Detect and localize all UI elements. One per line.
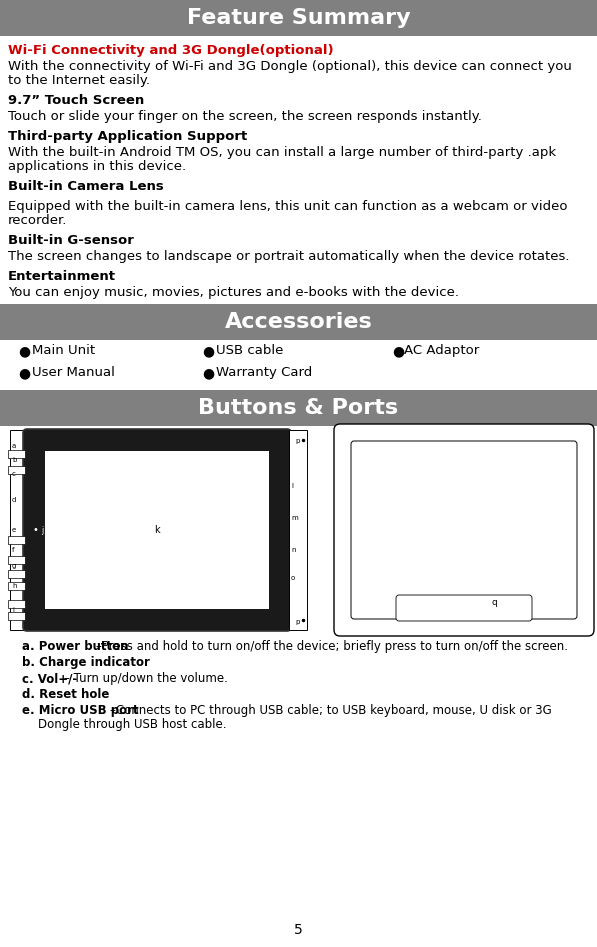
Bar: [8, 612, 25, 620]
Bar: [0, 0, 597, 36]
Text: 5: 5: [294, 923, 303, 937]
Text: b. Charge indicator: b. Charge indicator: [22, 656, 150, 669]
FancyBboxPatch shape: [334, 424, 594, 636]
Text: Built-in G-sensor: Built-in G-sensor: [8, 234, 134, 247]
Text: n: n: [291, 547, 296, 553]
Text: a. Power button: a. Power button: [22, 640, 128, 653]
Text: recorder.: recorder.: [8, 214, 67, 227]
Text: ●: ●: [202, 344, 214, 358]
Text: – Turn up/down the volume.: – Turn up/down the volume.: [64, 672, 228, 685]
Text: Touch or slide your finger on the screen, the screen responds instantly.: Touch or slide your finger on the screen…: [8, 110, 482, 123]
Text: Dongle through USB host cable.: Dongle through USB host cable.: [38, 718, 226, 731]
Bar: [0, 390, 597, 426]
Bar: [10, 430, 25, 630]
Bar: [8, 570, 25, 578]
Text: e. Micro USB port: e. Micro USB port: [22, 704, 139, 717]
Text: c: c: [12, 471, 16, 477]
Text: Third-party Application Support: Third-party Application Support: [8, 130, 247, 143]
Text: i: i: [12, 607, 14, 613]
FancyBboxPatch shape: [351, 441, 577, 619]
Text: p: p: [296, 619, 300, 625]
Text: The screen changes to landscape or portrait automatically when the device rotate: The screen changes to landscape or portr…: [8, 250, 570, 263]
Text: •: •: [32, 525, 38, 535]
Text: USB cable: USB cable: [216, 344, 284, 357]
Text: Equipped with the built-in camera lens, this unit can function as a webcam or vi: Equipped with the built-in camera lens, …: [8, 200, 568, 213]
Text: ●: ●: [392, 344, 404, 358]
Text: Main Unit: Main Unit: [32, 344, 95, 357]
Text: Wi-Fi Connectivity and 3G Dongle(optional): Wi-Fi Connectivity and 3G Dongle(optiona…: [8, 44, 334, 57]
Text: You can enjoy music, movies, pictures and e-books with the device.: You can enjoy music, movies, pictures an…: [8, 286, 459, 299]
Text: User Manual: User Manual: [32, 366, 115, 379]
Text: d. Reset hole: d. Reset hole: [22, 688, 109, 701]
Bar: [289, 430, 307, 630]
Text: a: a: [12, 443, 16, 449]
Bar: [8, 600, 25, 608]
Bar: [8, 466, 25, 474]
Text: h: h: [12, 583, 17, 589]
Text: m: m: [291, 515, 298, 521]
Text: g: g: [12, 563, 16, 569]
Bar: [8, 536, 25, 544]
FancyBboxPatch shape: [23, 429, 291, 631]
Bar: [0, 304, 597, 340]
Text: ●: ●: [18, 344, 30, 358]
Text: l: l: [291, 483, 293, 489]
Text: Entertainment: Entertainment: [8, 270, 116, 283]
Text: ●: ●: [202, 366, 214, 380]
Text: Accessories: Accessories: [224, 312, 373, 332]
Text: o: o: [291, 575, 296, 581]
Text: Warranty Card: Warranty Card: [216, 366, 312, 379]
Text: to the Internet easily.: to the Internet easily.: [8, 74, 150, 87]
Text: With the connectivity of Wi-Fi and 3G Dongle (optional), this device can connect: With the connectivity of Wi-Fi and 3G Do…: [8, 60, 572, 73]
Text: ●: ●: [18, 366, 30, 380]
Text: AC Adaptor: AC Adaptor: [404, 344, 479, 357]
Text: applications in this device.: applications in this device.: [8, 160, 186, 173]
Bar: [8, 450, 25, 458]
Text: Built-in Camera Lens: Built-in Camera Lens: [8, 180, 164, 193]
Bar: [45, 451, 269, 609]
Text: p: p: [296, 438, 300, 444]
Text: f: f: [12, 547, 14, 553]
Text: e: e: [12, 527, 16, 533]
FancyBboxPatch shape: [396, 595, 532, 621]
Text: d: d: [12, 497, 16, 503]
Bar: [8, 556, 25, 564]
Text: j: j: [41, 526, 43, 534]
Text: –Connects to PC through USB cable; to USB keyboard, mouse, U disk or 3G: –Connects to PC through USB cable; to US…: [110, 704, 552, 717]
Text: k: k: [154, 525, 160, 535]
Text: b: b: [12, 457, 16, 463]
Bar: [8, 582, 25, 590]
Text: Feature Summary: Feature Summary: [187, 8, 410, 28]
Text: 9.7” Touch Screen: 9.7” Touch Screen: [8, 94, 144, 107]
Text: q: q: [491, 598, 497, 606]
Text: Buttons & Ports: Buttons & Ports: [198, 398, 399, 418]
Text: –Press and hold to turn on/off the device; briefly press to turn on/off the scre: –Press and hold to turn on/off the devic…: [96, 640, 568, 653]
Text: c. Vol+/-: c. Vol+/-: [22, 672, 81, 685]
Text: With the built-in Android TM OS, you can install a large number of third-party .: With the built-in Android TM OS, you can…: [8, 146, 556, 159]
